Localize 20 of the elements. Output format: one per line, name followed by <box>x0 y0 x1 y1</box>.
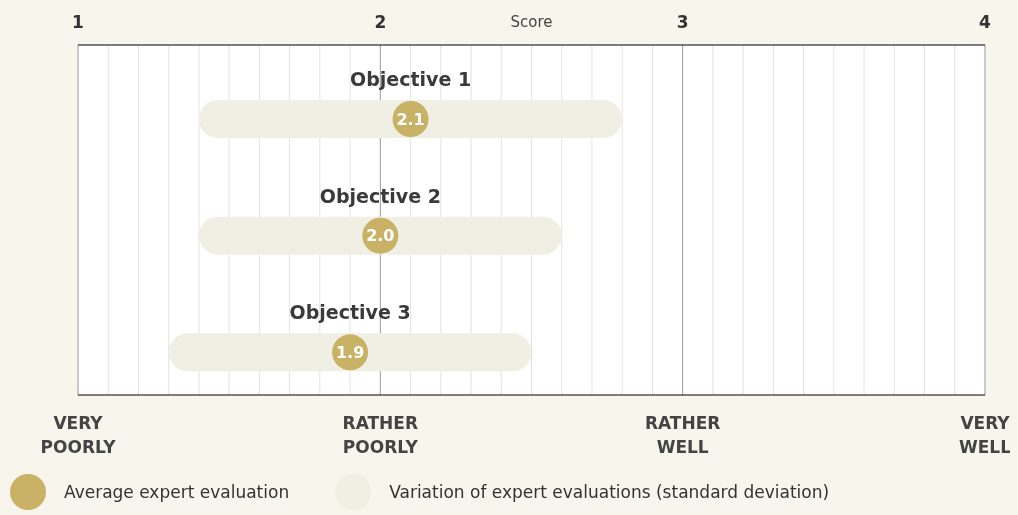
y-tick-label: Objective 1 <box>350 68 472 90</box>
x-tick-label: 1 <box>72 12 84 32</box>
data-label: 2.0 <box>366 226 395 246</box>
bar <box>198 100 623 138</box>
text: VERY WELL <box>958 413 1012 457</box>
y-tick-label: Objective 3 <box>289 301 411 324</box>
data-label: 2.1 <box>396 109 425 129</box>
text: RATHER POORLY <box>342 413 419 457</box>
text: RATHER WELL <box>644 413 721 457</box>
legend-label: Average expert evaluation <box>64 482 290 502</box>
text: VERY POORLY <box>40 413 117 457</box>
data-label: 1.9 <box>335 343 365 363</box>
y-tick-label: Objective 2 <box>319 184 441 207</box>
x-tick-label: 4 <box>979 12 992 32</box>
x-axis-title: Score <box>510 13 553 31</box>
bar <box>198 216 562 255</box>
legend-label: Variation of expert evaluations (standard deviation) <box>389 482 830 502</box>
x-tick-label: 3 <box>676 12 689 32</box>
x-tick-label: 2 <box>374 12 387 32</box>
bar <box>168 333 532 372</box>
